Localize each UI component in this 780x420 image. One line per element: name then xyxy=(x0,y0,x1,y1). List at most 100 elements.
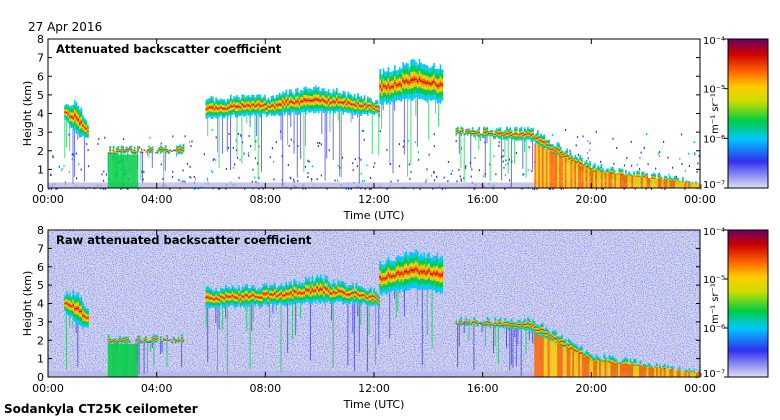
colorbar-label: m⁻¹ sr⁻¹ xyxy=(710,283,721,324)
fog-column xyxy=(640,366,643,377)
cloud-cell xyxy=(158,149,160,150)
y-tick-label: 1 xyxy=(37,163,44,176)
cloud-cell xyxy=(254,296,257,298)
noise-dot xyxy=(316,178,318,181)
cloud-cell xyxy=(109,341,111,342)
fall-streak xyxy=(303,112,305,173)
noise-dot xyxy=(645,187,647,190)
fog-column xyxy=(646,367,649,377)
fall-streak xyxy=(218,116,220,169)
cloud-cell xyxy=(282,295,284,297)
cloud-cell xyxy=(318,99,320,101)
fog-column xyxy=(604,172,607,188)
noise-dot xyxy=(360,158,362,161)
noise-dot xyxy=(409,177,411,180)
noise-dot xyxy=(317,145,319,148)
fall-streak xyxy=(484,327,486,346)
cloud-cell xyxy=(441,84,443,86)
fog-column xyxy=(538,334,541,377)
fall-streak xyxy=(532,140,534,170)
cloud-cell xyxy=(468,321,471,323)
fall-streak xyxy=(146,343,148,373)
fog-column xyxy=(579,355,582,377)
cloud-cell xyxy=(387,273,390,276)
cloud-cell xyxy=(114,153,116,154)
noise-dot xyxy=(307,176,309,178)
fog-column xyxy=(625,175,628,188)
noise-dot xyxy=(225,187,227,190)
fall-streak xyxy=(309,303,311,361)
noise-dot xyxy=(275,141,277,144)
noise-dot xyxy=(292,140,294,143)
noise-dot xyxy=(447,160,450,163)
cloud-cell xyxy=(72,117,75,119)
cloud-cell xyxy=(336,292,338,294)
noise-dot xyxy=(97,142,99,145)
noise-dot xyxy=(361,180,364,183)
x-tick-label: 20:00 xyxy=(575,382,607,395)
cloud-cell xyxy=(225,295,227,297)
noise-dot xyxy=(68,171,70,174)
fog-column xyxy=(619,174,622,188)
fog-column xyxy=(564,158,567,188)
cloud-cell xyxy=(225,108,227,110)
noise-dot xyxy=(647,163,649,166)
cloud-cell xyxy=(408,270,411,273)
cloud-cell xyxy=(236,106,239,107)
fog-column xyxy=(699,184,702,188)
cloud-cell xyxy=(340,290,343,292)
fall-streak xyxy=(324,300,326,306)
fog-column xyxy=(589,170,592,188)
cloud-cell xyxy=(494,322,497,324)
cloud-cell xyxy=(69,304,71,306)
noise-dot xyxy=(206,177,208,180)
cloud-cell xyxy=(135,151,138,153)
noise-dot xyxy=(639,157,641,159)
noise-dot xyxy=(297,180,299,182)
fog-column xyxy=(591,171,594,188)
noise-dot xyxy=(101,173,103,176)
colorbar-tick-label: 10⁻⁴ xyxy=(703,227,725,238)
fall-streak xyxy=(145,342,147,344)
cloud-cell xyxy=(410,79,412,81)
cloud-cell xyxy=(77,119,79,121)
cloud-cell xyxy=(375,297,377,299)
fog-column xyxy=(638,366,641,377)
cloud-layer xyxy=(205,85,380,187)
noise-dot xyxy=(433,171,435,174)
cloud-cell xyxy=(571,347,573,349)
fall-streak xyxy=(517,328,519,345)
noise-dot xyxy=(258,177,260,180)
noise-dot xyxy=(623,164,626,167)
noise-dot xyxy=(694,151,696,154)
noise-dot xyxy=(672,166,674,169)
fog-column xyxy=(616,363,619,377)
noise-dot xyxy=(640,151,642,154)
y-tick-label: 4 xyxy=(37,298,44,311)
fall-streak xyxy=(75,323,77,334)
cloud-cell xyxy=(285,293,287,295)
cloud-cell xyxy=(473,321,475,323)
noise-dot xyxy=(504,174,506,176)
fall-streak xyxy=(524,141,525,152)
cloud-cell xyxy=(212,298,214,300)
noise-dot xyxy=(172,135,174,138)
cloud-cell xyxy=(430,83,432,85)
noise-dot xyxy=(193,188,196,190)
noise-dot xyxy=(250,145,252,148)
fog-column xyxy=(562,346,565,377)
cloud-cell xyxy=(535,138,537,139)
cloud-cell xyxy=(327,290,330,292)
fall-streak xyxy=(151,152,153,168)
cloud-cell xyxy=(458,132,461,134)
fog-column xyxy=(690,372,693,377)
noise-dot xyxy=(688,165,690,167)
noise-dot xyxy=(251,180,253,183)
fog-column xyxy=(555,343,558,377)
noise-dot xyxy=(240,135,242,138)
cloud-cell xyxy=(460,131,462,132)
fog-column xyxy=(578,354,580,377)
cloud-cell xyxy=(410,269,412,271)
cloud-cell xyxy=(378,111,380,112)
noise-dot xyxy=(474,156,476,159)
